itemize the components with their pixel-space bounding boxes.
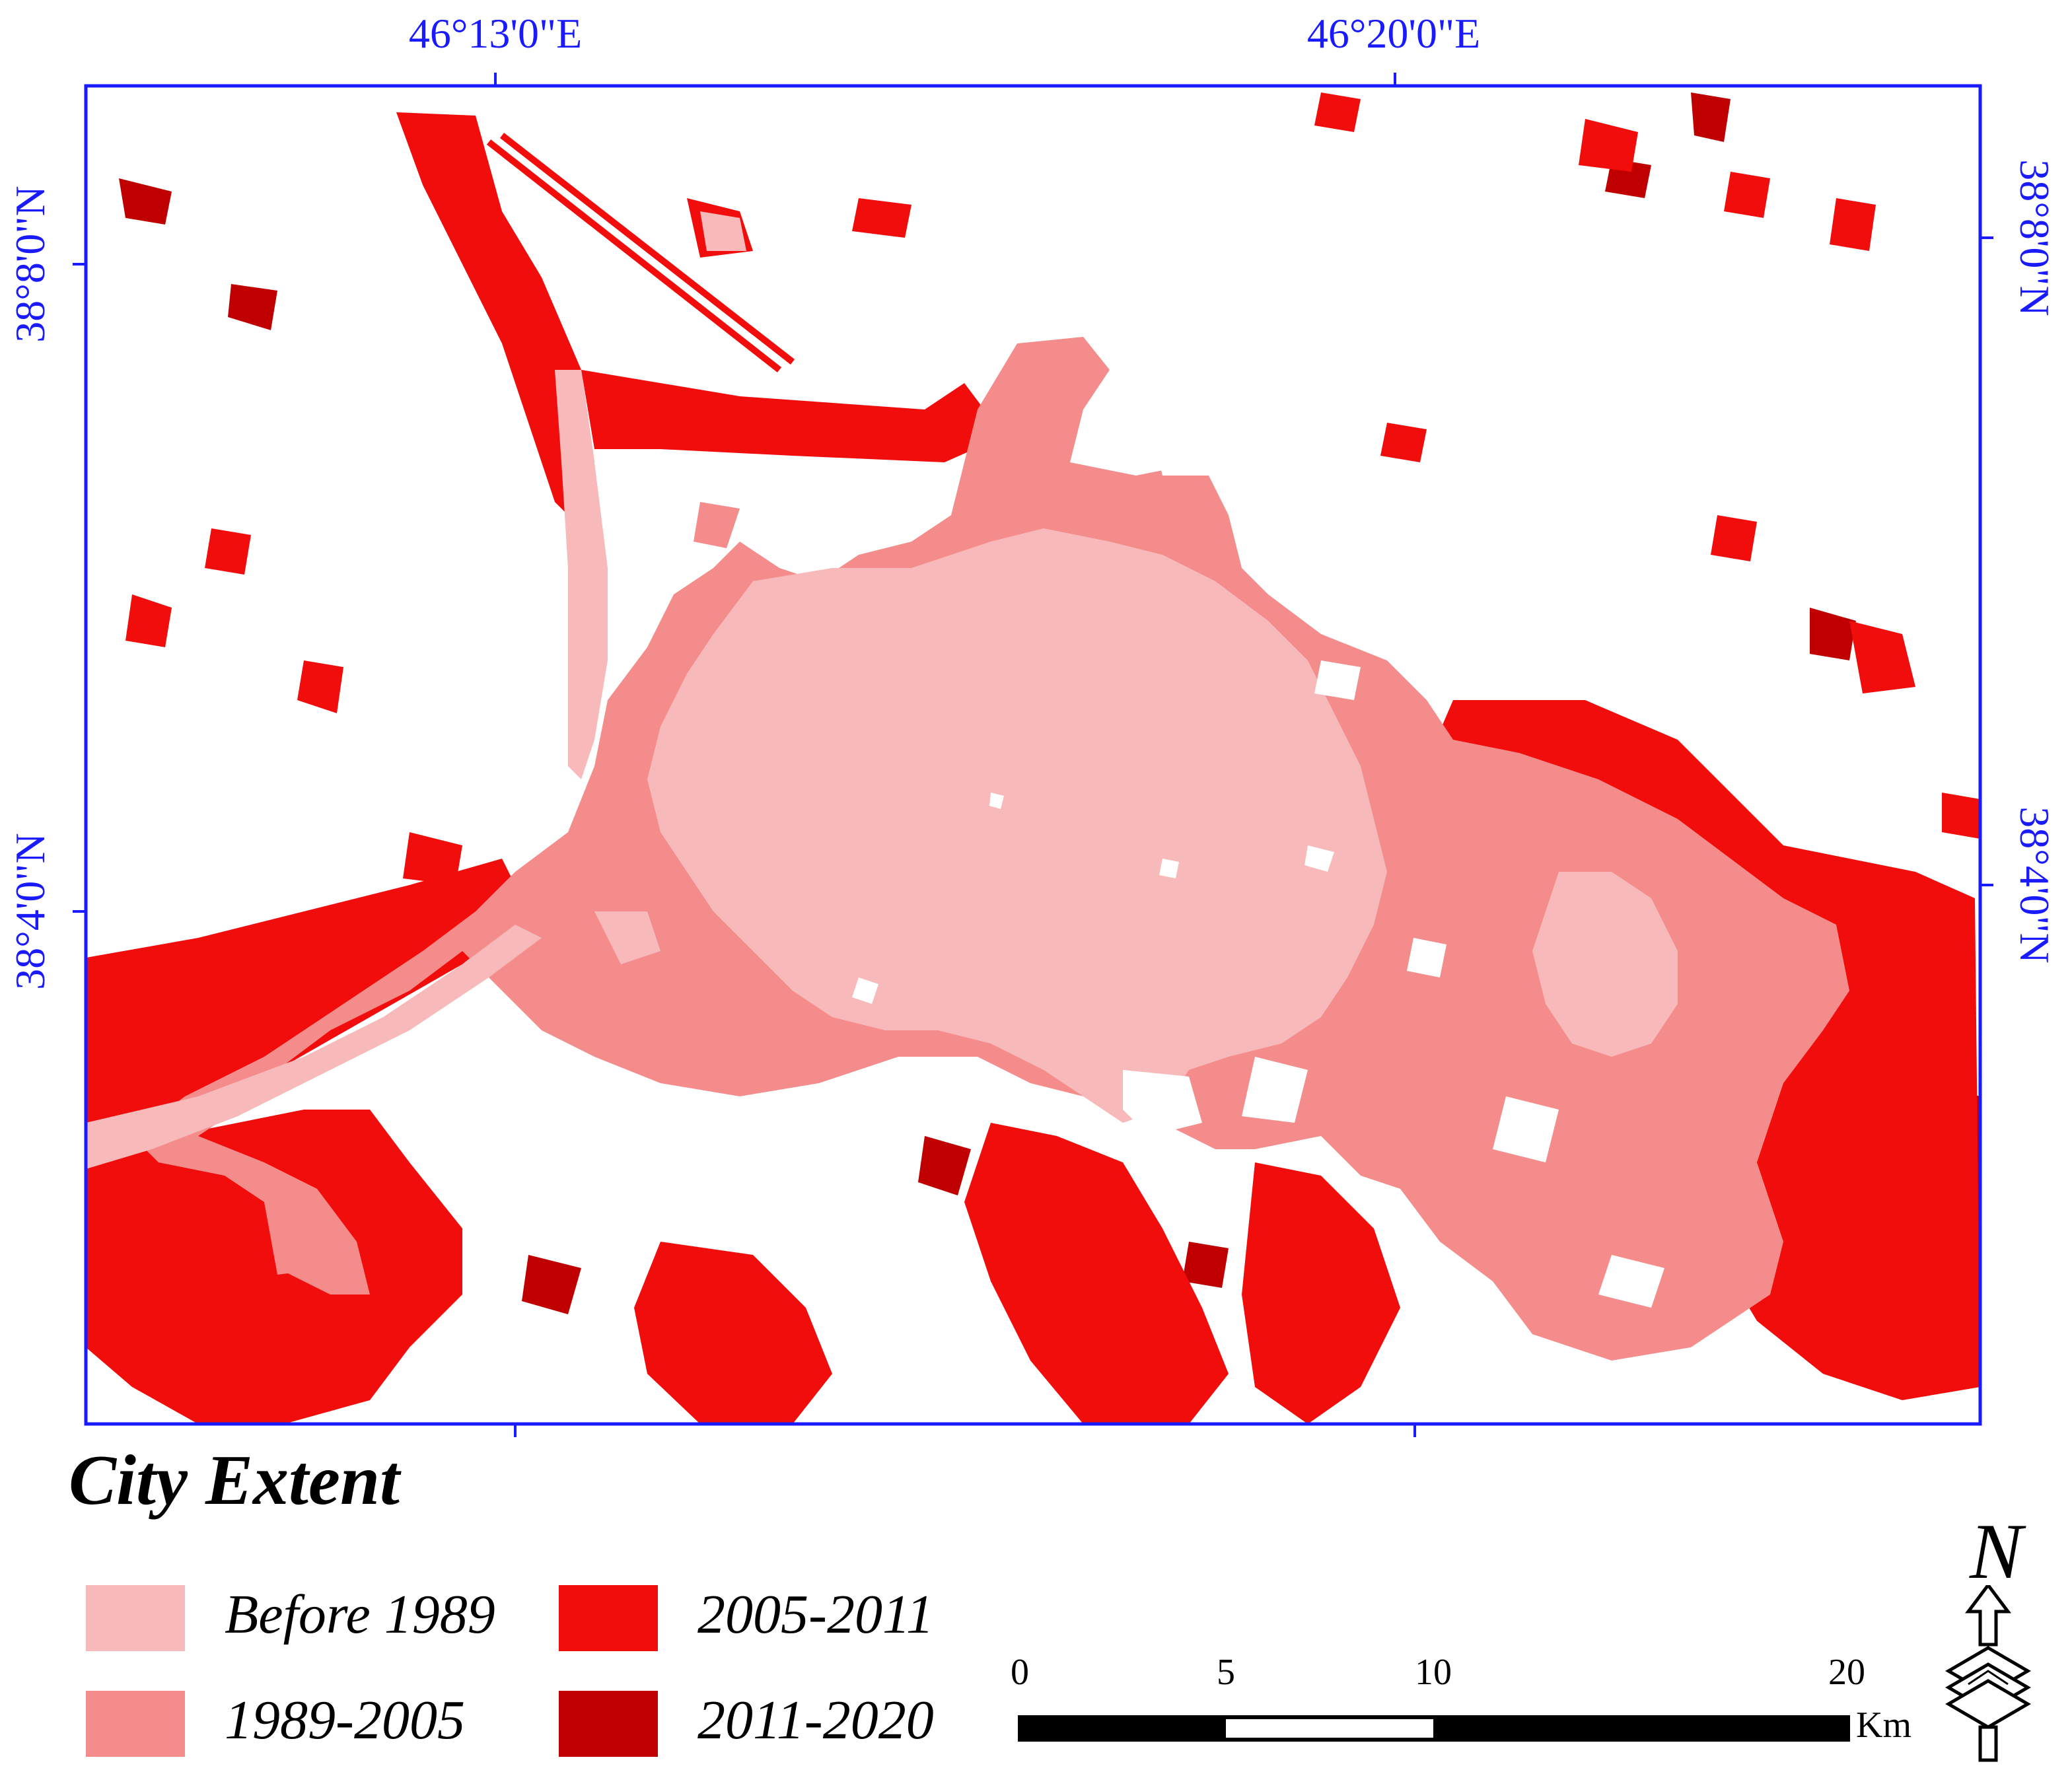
layer-before-1989	[86, 211, 1678, 1169]
legend-title: City Extent	[69, 1441, 400, 1520]
map-frame	[84, 84, 1982, 1426]
map-area	[86, 92, 1980, 1424]
scale-tick-0: 0	[1011, 1652, 1029, 1693]
scale-tick-5: 5	[1217, 1652, 1235, 1693]
north-letter: N	[1970, 1507, 2023, 1595]
scale-tick-10: 10	[1415, 1652, 1452, 1693]
legend-swatch-1989-2005	[86, 1691, 185, 1757]
legend-swatch-2005-2011	[559, 1585, 658, 1651]
legend-label-2011-2020: 2011-2020	[697, 1689, 934, 1751]
legend-swatch-2011-2020	[559, 1691, 658, 1757]
urban-gaps	[852, 660, 1664, 1308]
graticule-ticks	[73, 73, 1993, 1437]
scale-unit: Km	[1856, 1705, 1911, 1746]
scale-tick-20: 20	[1828, 1652, 1865, 1693]
scale-bar	[1018, 1715, 1850, 1742]
top-lon-label-1: 46°13'0"E	[408, 10, 583, 57]
legend-label-2005-2011: 2005-2011	[697, 1584, 934, 1645]
runway	[486, 133, 795, 373]
legend-swatch-before-1989	[86, 1585, 185, 1651]
north-arrow-icon	[1945, 1585, 2031, 1762]
legend-label-before-1989: Before 1989	[225, 1584, 495, 1645]
legend-label-1989-2005: 1989-2005	[225, 1689, 465, 1751]
top-lon-label-2: 46°20'0"E	[1306, 10, 1481, 57]
